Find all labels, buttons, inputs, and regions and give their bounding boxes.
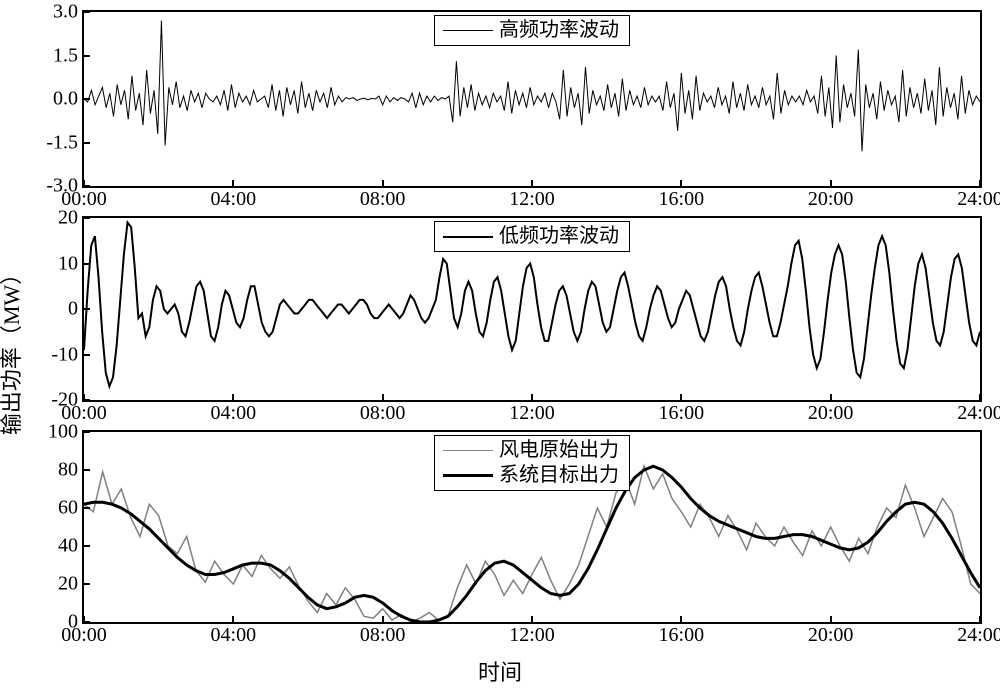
xtick-label: 08:00 [360,186,406,211]
xtick-label: 24:00 [957,400,1000,425]
panel-high-freq: -3.0-1.50.01.53.000:0004:0008:0012:0016:… [82,10,982,188]
x-axis-label: 时间 [478,655,522,687]
legend: 低频功率波动 [434,221,630,252]
xtick-label: 12:00 [509,622,555,647]
ytick-label: 20 [58,573,84,596]
legend-label: 系统目标出力 [499,463,619,488]
xtick-label: 16:00 [659,186,705,211]
ytick-label: 1.5 [53,44,84,67]
panel-wind-power: 02040608010000:0004:0008:0012:0016:0020:… [82,430,982,624]
panels-container: -3.0-1.50.01.53.000:0004:0008:0012:0016:… [82,10,982,650]
y-axis-label: 输出功率（MW） [0,262,26,434]
ytick-label: -1.5 [46,131,84,154]
xtick-label: 20:00 [808,622,854,647]
xtick-label: 16:00 [659,400,705,425]
legend-label: 高频功率波动 [499,18,619,43]
ytick-label: 100 [48,421,84,444]
legend-line [443,450,493,451]
ytick-label: 3.0 [53,1,84,24]
xtick-label: 16:00 [659,622,705,647]
xtick-label: 08:00 [360,400,406,425]
legend-line [443,474,493,477]
xtick-label: 00:00 [61,622,107,647]
legend: 高频功率波动 [434,15,630,46]
ytick-label: 10 [58,252,84,275]
xtick-label: 04:00 [211,186,257,211]
legend-line [443,236,493,238]
ytick-label: 40 [58,535,84,558]
ytick-label: 80 [58,459,84,482]
legend-label: 低频功率波动 [499,224,619,249]
xtick-label: 12:00 [509,400,555,425]
xtick-label: 12:00 [509,186,555,211]
ytick-label: 60 [58,497,84,520]
xtick-label: 04:00 [211,400,257,425]
panel-low-freq: -20-100102000:0004:0008:0012:0016:0020:0… [82,216,982,402]
xtick-label: 24:00 [957,186,1000,211]
xtick-label: 20:00 [808,186,854,211]
ytick-label: 20 [58,207,84,230]
xtick-label: 04:00 [211,622,257,647]
figure: 输出功率（MW） -3.0-1.50.01.53.000:0004:0008:0… [10,10,990,687]
legend-line [443,30,493,31]
ytick-label: -10 [51,343,84,366]
ytick-label: 0 [68,298,84,321]
legend-label: 风电原始出力 [499,438,619,463]
ytick-label: 0.0 [53,88,84,111]
xtick-label: 20:00 [808,400,854,425]
xtick-label: 24:00 [957,622,1000,647]
xtick-label: 08:00 [360,622,406,647]
legend: 风电原始出力系统目标出力 [434,435,630,491]
